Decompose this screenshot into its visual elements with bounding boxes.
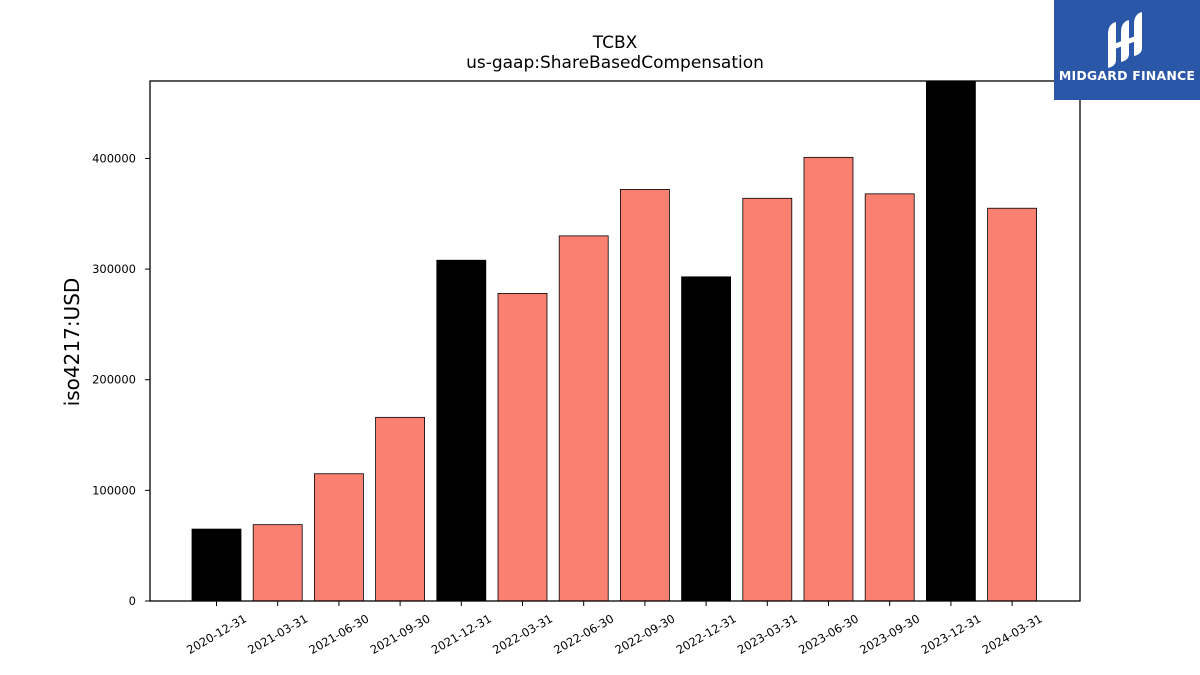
midgard-logo-icon <box>1108 12 1142 68</box>
x-tick-label: 2022-12-31 <box>674 611 739 657</box>
x-tick-label: 2021-06-30 <box>307 611 372 657</box>
x-tick-label: 2021-12-31 <box>429 611 494 657</box>
bar-2023-12-31 <box>926 80 976 602</box>
y-axis-ticks: 0 100000 200000 300000 400000 <box>92 151 150 608</box>
bar-2021-09-30 <box>375 416 426 602</box>
x-tick-label: 2022-06-30 <box>551 611 616 657</box>
y-tick-label: 200000 <box>92 373 136 387</box>
x-tick-label: 2023-06-30 <box>796 611 861 657</box>
bar-2023-06-30 <box>803 156 854 602</box>
y-tick-label: 100000 <box>92 483 136 497</box>
bar-2024-03-31 <box>987 207 1037 602</box>
y-axis-label: iso4217:USD <box>60 278 84 407</box>
x-axis-ticks: 2020-12-312021-03-312021-06-302021-09-30… <box>184 601 1045 657</box>
bar-2023-09-30 <box>864 193 915 602</box>
x-tick-label: 2023-09-30 <box>857 611 922 657</box>
x-tick-label: 2021-09-30 <box>368 611 433 657</box>
bar-2022-06-30 <box>558 235 609 602</box>
bar-2021-06-30 <box>313 473 364 602</box>
x-tick-label: 2021-03-31 <box>245 611 310 657</box>
bars-group <box>191 80 1037 602</box>
chart-subtitle: us-gaap:ShareBasedCompensation <box>466 53 764 73</box>
bar-2022-09-30 <box>620 189 670 602</box>
brand-logo: MIDGARD FINANCE <box>1054 0 1200 100</box>
x-tick-label: 2020-12-31 <box>184 611 249 657</box>
chart-title: TCBX <box>592 33 638 53</box>
x-tick-label: 2023-03-31 <box>735 611 800 657</box>
x-tick-label: 2022-09-30 <box>613 611 678 657</box>
y-tick-label: 400000 <box>92 151 136 165</box>
y-tick-label: 300000 <box>92 262 136 276</box>
plot-frame <box>149 80 1081 602</box>
bar-2022-12-31 <box>681 276 731 602</box>
bar-2021-12-31 <box>436 259 487 602</box>
bar-2020-12-31 <box>191 528 242 602</box>
bar-2022-03-31 <box>497 293 548 602</box>
logo-text: MIDGARD FINANCE <box>1058 68 1196 83</box>
y-tick-label: 0 <box>129 594 136 608</box>
bar-2023-03-31 <box>742 197 793 602</box>
x-tick-label: 2023-12-31 <box>919 611 984 657</box>
bar-2021-03-31 <box>252 524 303 602</box>
x-tick-label: 2024-03-31 <box>980 611 1045 657</box>
x-tick-label: 2022-03-31 <box>490 611 555 657</box>
